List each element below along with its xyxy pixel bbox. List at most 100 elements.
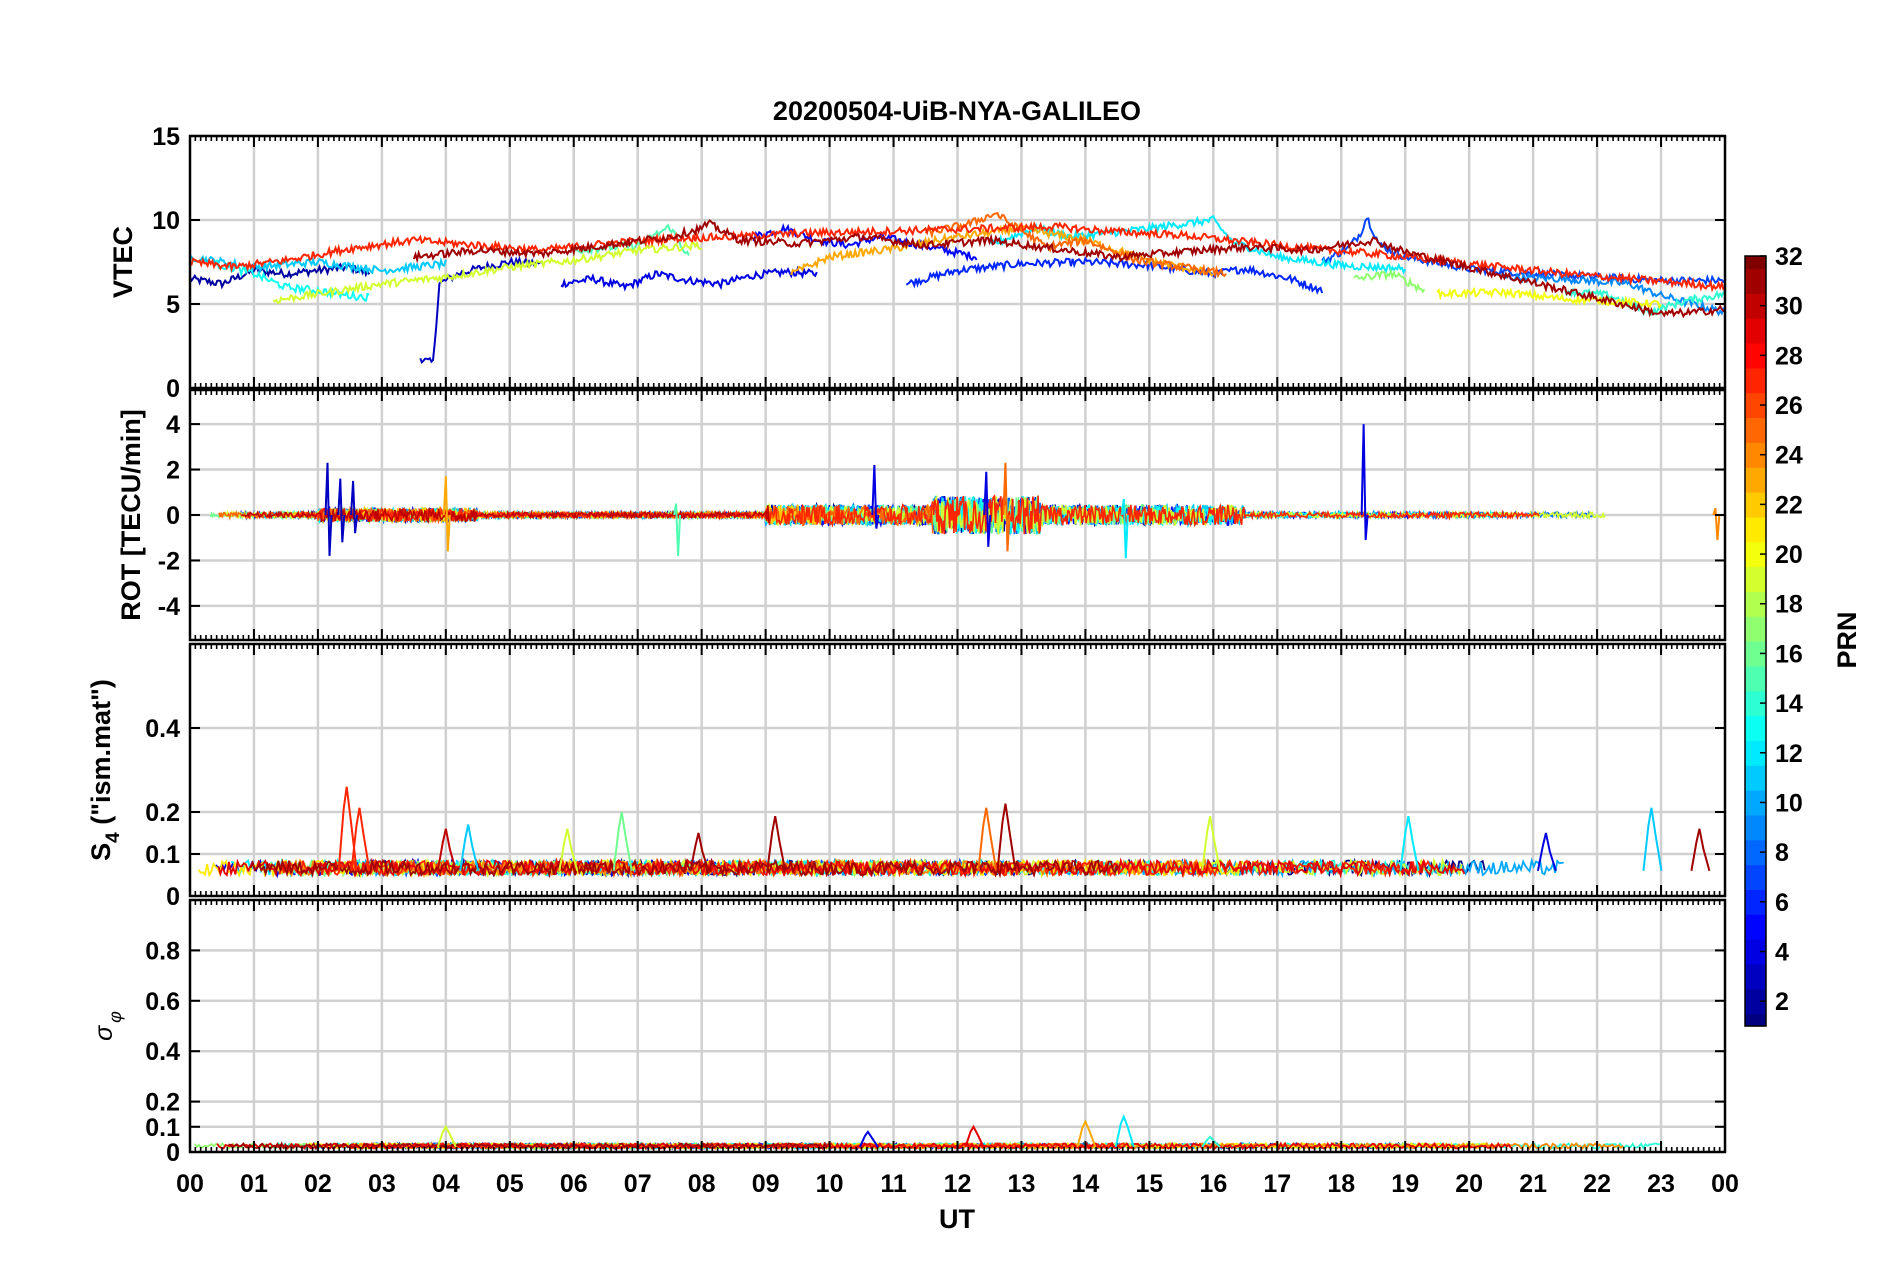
colorbar-cell	[1745, 715, 1766, 741]
colorbar-tick-label: 2	[1775, 988, 1789, 1016]
sigma_phi-series-line	[228, 1141, 828, 1151]
x-tick-label: 03	[368, 1170, 396, 1198]
vtec-series-line	[215, 259, 370, 303]
colorbar-cell	[1745, 616, 1766, 642]
colorbar-cell	[1745, 318, 1766, 344]
s4-peak	[996, 803, 1017, 871]
colorbar-tick-label: 12	[1775, 740, 1803, 768]
panel-s4: 0 0.1 0.2 0.4 S4 ("ism.mat")	[86, 642, 1727, 911]
s4-peak	[1690, 828, 1711, 872]
x-tick-label: 11	[880, 1170, 907, 1198]
y-tick-label: 0.1	[145, 1114, 180, 1142]
rot-spike	[673, 503, 682, 556]
colorbar-label: PRN	[1832, 611, 1862, 668]
colorbar-cell	[1745, 516, 1766, 543]
colorbar-cell	[1745, 467, 1766, 493]
y-tick-label: 5	[166, 291, 180, 319]
colorbar-tick-label: 20	[1775, 541, 1803, 569]
y-tick-label: 0	[166, 502, 180, 530]
rot-spike	[983, 471, 992, 547]
colorbar-cell	[1745, 541, 1766, 568]
s4-peak	[1201, 816, 1222, 871]
s4-peak	[1536, 832, 1557, 872]
y-tick-label: 0.4	[145, 1038, 180, 1066]
sigma_phi-peak	[436, 1124, 457, 1148]
rot-series-line	[241, 505, 771, 525]
colorbar-cell	[1745, 491, 1766, 518]
s4-peak	[1642, 807, 1663, 871]
colorbar-cell	[1745, 690, 1766, 717]
colorbar-tick-label: 32	[1775, 243, 1803, 271]
rot-spike	[1360, 424, 1369, 541]
s4-peak	[1399, 816, 1420, 871]
sigma-ylabel-main: σ	[90, 1025, 118, 1041]
rot-spike	[324, 462, 333, 556]
colorbar-cell	[1745, 939, 1766, 965]
x-tick-label: 02	[304, 1170, 332, 1198]
colorbar-cell	[1745, 256, 1766, 270]
colorbar-cell	[1745, 566, 1766, 592]
s4-ylabel: S4 ("ism.mat")	[86, 679, 124, 861]
x-tick-label: 19	[1391, 1170, 1419, 1198]
colorbar-tick-label: 16	[1775, 640, 1803, 668]
rot-spike	[337, 478, 346, 543]
s4-ticks: 0 0.1 0.2 0.4	[145, 644, 1725, 911]
x-tick-label: 21	[1519, 1170, 1547, 1198]
sigma_phi-peak	[1201, 1135, 1221, 1148]
rot-spike	[442, 476, 451, 552]
rot-spike	[1120, 498, 1129, 559]
s4-peak	[558, 828, 579, 872]
x-tick-label: 15	[1135, 1170, 1163, 1198]
colorbar-cell	[1745, 765, 1766, 791]
colorbar-cell	[1745, 864, 1766, 890]
y-tick-label: 0	[166, 1139, 180, 1167]
rot-ylabel: ROT [TECU/min]	[116, 409, 146, 620]
s4-peak	[337, 786, 358, 871]
rot-ticks: -4 -2 0 2 4	[158, 390, 1725, 640]
sigma-ticks: 00.10.2 0.4 0.6 0.8	[145, 900, 1725, 1167]
colorbar-cell	[1745, 914, 1766, 940]
colorbar-cell	[1745, 392, 1766, 419]
s4-peak	[436, 828, 457, 872]
x-tick-label: 00	[1711, 1170, 1739, 1198]
s4-ylabel-sub: 4	[103, 832, 124, 843]
colorbar-tick-label: 10	[1775, 789, 1803, 817]
s4-series-line	[217, 857, 1466, 879]
sigma_phi-peak	[1076, 1119, 1097, 1148]
colorbar-cell	[1745, 641, 1766, 667]
y-tick-label: 0.4	[145, 715, 180, 743]
sigma_phi-peak	[859, 1130, 879, 1148]
y-tick-label: 15	[152, 123, 180, 151]
colorbar-tick-label: 4	[1775, 938, 1789, 966]
vtec-ticks: 0 5 10 15	[152, 123, 1725, 403]
panel-sigma-phi: 00.10.2 0.4 0.6 0.8 σφ	[90, 898, 1727, 1167]
rot-spike	[1712, 507, 1721, 541]
rot-spike	[350, 480, 359, 534]
x-tick-label: 23	[1647, 1170, 1675, 1198]
colorbar-cell	[1745, 889, 1766, 915]
colorbar-cell	[1745, 790, 1766, 816]
colorbar-tick-label: 14	[1775, 690, 1803, 718]
sigma_phi-peak	[1114, 1114, 1135, 1148]
colorbar-tick-label: 6	[1775, 889, 1789, 917]
s4-peak	[350, 807, 371, 871]
x-tick-label: 05	[496, 1170, 524, 1198]
x-tick-label: 17	[1263, 1170, 1291, 1198]
colorbar-tick-label: 22	[1775, 491, 1803, 519]
x-tick-label: 10	[816, 1170, 844, 1198]
vtec-series-line	[190, 262, 371, 290]
sigma-grid	[190, 900, 1725, 1152]
colorbar-tick-label: 26	[1775, 392, 1803, 420]
x-tick-label: 14	[1072, 1170, 1100, 1198]
y-tick-label: 0.2	[145, 1089, 180, 1117]
colorbar-cell	[1745, 417, 1766, 443]
y-tick-label: 0.8	[145, 937, 180, 965]
colorbar-cell	[1745, 342, 1766, 369]
vtec-series-line	[412, 219, 1725, 319]
x-tick-label: 18	[1327, 1170, 1355, 1198]
y-tick-label: 0	[166, 883, 180, 911]
y-tick-label: 0.1	[145, 841, 180, 869]
